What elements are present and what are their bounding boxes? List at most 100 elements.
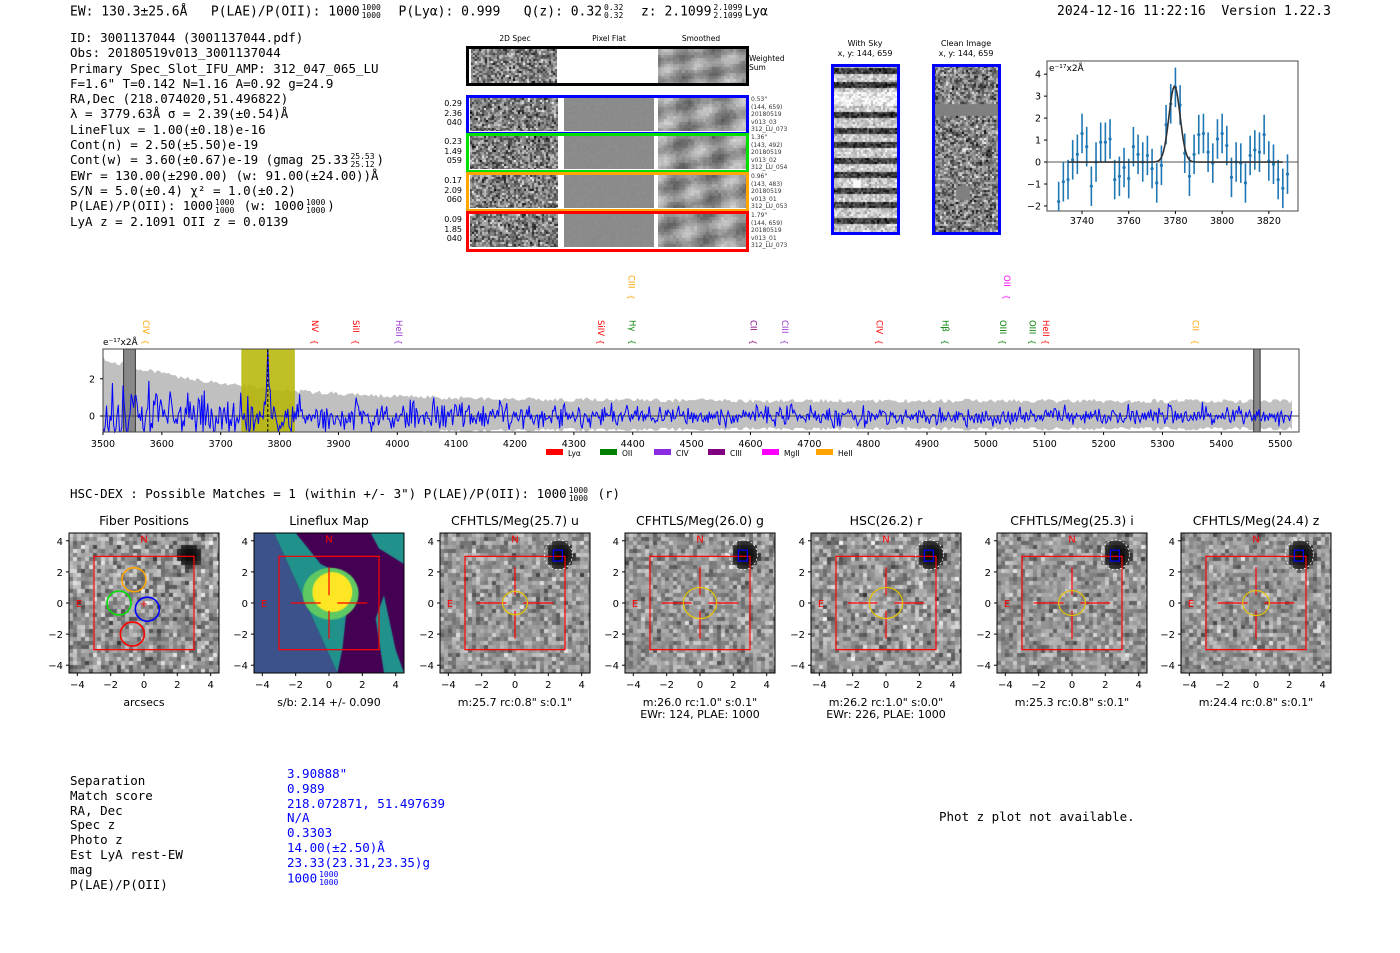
catalog-match-box — [923, 549, 934, 562]
north-label: N — [511, 534, 518, 545]
data-point — [1164, 123, 1168, 127]
emission-line-marker: { — [596, 339, 605, 344]
data-point — [1099, 140, 1103, 144]
emission-line-label: HeII — [393, 320, 403, 337]
y-tick-label: 2 — [89, 374, 95, 385]
x-tick-label: −2 — [659, 680, 674, 691]
north-label: N — [1068, 534, 1075, 545]
weighted-smoothed — [658, 49, 746, 83]
y-tick-label: 0 — [1035, 158, 1041, 169]
emission-line-marker: { — [940, 339, 949, 344]
y-tick-label: −4 — [976, 661, 991, 672]
data-point — [1122, 165, 1126, 170]
x-tick-label: 4 — [1135, 680, 1141, 691]
emission-line-marker: { — [1041, 339, 1050, 344]
catalog-match-box — [552, 549, 563, 562]
y-tick-label: 2 — [1169, 568, 1175, 579]
emission-line-label: CII — [747, 320, 757, 331]
x-tick-label: 3500 — [91, 439, 115, 450]
cutout-title: CFHTLS/Meg(26.0) g — [636, 513, 764, 528]
east-label: E — [76, 599, 82, 610]
emission-line-label: CII — [1189, 320, 1199, 331]
y-tick-label: 4 — [613, 537, 619, 548]
fiber-stat: 1.49 — [444, 146, 462, 156]
x-tick-label: 3780 — [1163, 216, 1187, 227]
legend-label: MgII — [784, 449, 800, 458]
fiber-circle — [134, 596, 161, 623]
timestamp: 2024-12-16 11:22:16 — [1057, 4, 1206, 19]
fiber-meta: 1.79" — [751, 212, 768, 219]
match-value: N/A — [287, 810, 310, 826]
fiber-smoothed — [658, 214, 746, 247]
with-sky-title: With Sky x, y: 144, 659 — [837, 39, 893, 58]
fiber-meta: 20180519 — [751, 227, 782, 234]
cutout-caption: s/b: 2.14 +/- 0.090 — [277, 696, 381, 709]
data-point — [1248, 153, 1252, 158]
east-label: E — [261, 599, 267, 610]
x-tick-label: 0 — [883, 680, 889, 691]
fiber-smoothed — [658, 136, 746, 169]
match-label: mag — [70, 861, 93, 877]
y-tick-label: −2 — [48, 630, 63, 641]
aperture-box — [278, 555, 380, 651]
emission-line-marker: { — [748, 339, 757, 344]
emission-line-label: OII — [1001, 275, 1011, 287]
north-label: N — [140, 534, 147, 545]
x-tick-label: 4200 — [503, 439, 527, 450]
match-label: RA, Dec — [70, 802, 123, 818]
gaussian-fit-line — [1068, 85, 1283, 163]
data-point — [1192, 152, 1196, 156]
data-point — [1071, 158, 1075, 162]
legend-label: CIII — [730, 449, 742, 458]
x-tick-label: 4900 — [915, 439, 939, 450]
emission-line-marker: { — [628, 339, 637, 344]
legend-swatch — [546, 449, 563, 455]
info-contn: Cont(n) = 2.50(±5.50)e-19 — [70, 137, 259, 153]
x-tick-label: −2 — [1031, 680, 1046, 691]
info-plae: P(LAE)/P(OII): 1000 1000 1000 (w: 1000 1000… — [70, 197, 335, 215]
emission-line-label: CIV — [873, 320, 883, 334]
spectrum-line — [102, 348, 1293, 434]
fiber-meta: v013_03 — [751, 118, 777, 126]
data-point — [1085, 145, 1089, 149]
x-tick-label: 4800 — [856, 439, 880, 450]
clean-image — [934, 66, 998, 232]
x-tick-label: 4 — [207, 680, 213, 691]
x-tick-label: 4 — [392, 680, 398, 691]
plya-value: P(Lyα): 0.999 — [398, 4, 501, 20]
x-tick-label: −2 — [103, 680, 118, 691]
aperture-ellipse — [1058, 589, 1086, 617]
north-label: N — [325, 534, 332, 545]
emission-line-marker: { — [874, 339, 883, 344]
fiber-meta: 0.53" — [751, 96, 768, 103]
emission-line-label: NV — [309, 320, 319, 332]
with-sky-image — [833, 66, 897, 232]
x-tick-label: 2 — [1286, 680, 1292, 691]
emission-line-marker: { — [351, 339, 360, 344]
legend-swatch — [708, 449, 725, 455]
emission-line-marker: { — [394, 339, 403, 344]
y-tick-label: 0 — [799, 599, 805, 610]
data-point — [1201, 131, 1206, 136]
match-value: 218.072871, 51.497639 — [287, 795, 446, 811]
fiber-2d-spec — [470, 214, 558, 247]
catalog-match-box — [737, 549, 748, 562]
x-tick-label: −2 — [474, 680, 489, 691]
weighted-sum-frame — [466, 46, 749, 86]
x-tick-label: 3800 — [1210, 216, 1234, 227]
fiber-row-meta: 0.53" (144, 659) 20180519 v013_03 312_LU_073 — [751, 96, 787, 134]
fiber-meta: v013_02 — [751, 156, 777, 164]
fiber-pixel-flat — [564, 214, 654, 247]
emission-line-marker: { — [1027, 339, 1036, 344]
fiber-meta: 20180519 — [751, 149, 782, 156]
x-tick-label: 4 — [1319, 680, 1325, 691]
fiber-stat: 059 — [446, 156, 462, 165]
fiber-meta: 0.96" — [751, 173, 768, 180]
x-tick-label: −4 — [70, 680, 85, 691]
y-tick-label: 4 — [57, 537, 63, 548]
emission-line-label: SiIV — [595, 320, 605, 336]
timestamp-version: 2024-12-16 11:22:16 Version 1.22.3 — [1057, 4, 1331, 19]
fiber-row-stats: 0.29 2.36 040 — [440, 99, 462, 128]
cutout-title: HSC(26.2) r — [849, 513, 923, 528]
x-tick-label: −4 — [812, 680, 827, 691]
